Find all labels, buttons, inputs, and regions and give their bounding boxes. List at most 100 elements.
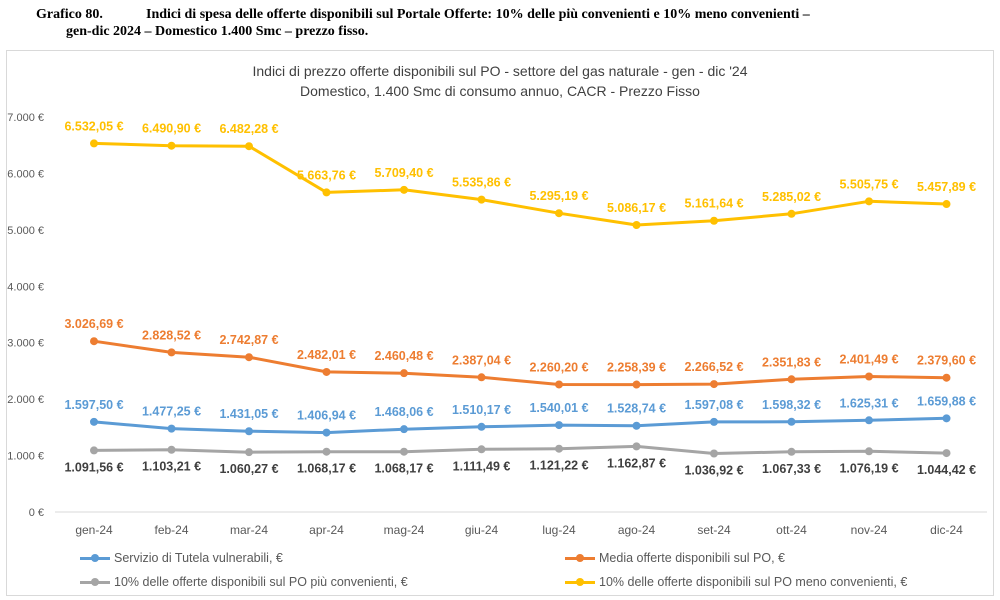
data-point bbox=[787, 209, 796, 218]
x-tick-label: feb-24 bbox=[154, 523, 188, 537]
data-point bbox=[555, 444, 563, 453]
data-label: 6.532,05 € bbox=[64, 119, 123, 133]
data-point bbox=[167, 141, 176, 150]
x-tick-label: mag-24 bbox=[384, 523, 425, 537]
y-tick-label: 7.000 € bbox=[7, 112, 44, 124]
data-point bbox=[632, 380, 641, 389]
data-point bbox=[245, 142, 253, 151]
data-label: 1.540,01 € bbox=[529, 401, 588, 415]
data-label: 5.295,19 € bbox=[529, 189, 588, 203]
y-axis: 0 € 1.000 € 2.000 € 3.000 € 4.000 € 5.000 € 6.… bbox=[7, 112, 44, 519]
data-label: 1.111,49 € bbox=[453, 459, 511, 473]
data-point bbox=[167, 348, 176, 357]
data-point bbox=[245, 448, 253, 457]
data-point bbox=[942, 200, 951, 209]
legend-label-piu-convenienti: 10% delle offerte disponibili sul PO più… bbox=[114, 575, 408, 589]
x-tick-label: set-24 bbox=[697, 523, 731, 537]
data-label: 2.387,04 € bbox=[452, 353, 511, 367]
data-point bbox=[245, 353, 253, 362]
data-label: 2.258,39 € bbox=[607, 361, 666, 375]
data-point bbox=[322, 188, 331, 197]
data-label: 1.597,50 € bbox=[64, 398, 123, 412]
data-label: 2.460,48 € bbox=[374, 349, 433, 363]
data-point bbox=[245, 427, 253, 436]
data-point bbox=[167, 424, 176, 433]
data-point bbox=[710, 380, 718, 389]
data-label: 1.406,94 € bbox=[297, 409, 356, 423]
x-tick-label: lug-24 bbox=[542, 523, 576, 537]
y-tick-label: 0 € bbox=[29, 507, 44, 519]
data-label: 3.026,69 € bbox=[64, 317, 123, 331]
data-label: 5.505,75 € bbox=[839, 177, 898, 191]
chart-frame bbox=[6, 50, 994, 596]
y-tick-label: 1.000 € bbox=[7, 451, 44, 463]
x-axis: gen-24 feb-24 mar-24 apr-24 mag-24 giu-24 lug-… bbox=[55, 511, 987, 537]
data-label: 1.103,21 € bbox=[142, 460, 201, 474]
data-label: 1.528,74 € bbox=[607, 402, 666, 416]
data-point bbox=[555, 209, 563, 218]
data-point bbox=[787, 375, 796, 384]
data-label: 1.598,32 € bbox=[762, 398, 821, 412]
data-label: 1.068,17 € bbox=[374, 462, 433, 476]
data-point bbox=[477, 422, 486, 431]
data-point bbox=[632, 442, 641, 451]
chart-subtitle: Domestico, 1.400 Smc di consumo annuo, C… bbox=[300, 83, 700, 99]
data-label: 2.351,83 € bbox=[762, 355, 821, 369]
data-label: 5.457,89 € bbox=[917, 180, 976, 194]
legend-item-piu-convenienti: 10% delle offerte disponibili sul PO più… bbox=[80, 575, 408, 589]
data-point bbox=[400, 425, 408, 434]
data-label: 1.431,05 € bbox=[219, 407, 278, 421]
data-point bbox=[632, 421, 641, 430]
data-label: 1.162,87 € bbox=[607, 456, 666, 470]
data-label: 5.663,76 € bbox=[297, 168, 356, 182]
data-point bbox=[942, 373, 951, 382]
x-tick-label: nov-24 bbox=[851, 523, 888, 537]
data-label: 1.036,92 € bbox=[684, 463, 743, 477]
data-label: 5.086,17 € bbox=[607, 201, 666, 215]
data-label: 1.659,88 € bbox=[917, 394, 976, 408]
x-tick-label: apr-24 bbox=[309, 523, 344, 537]
data-label: 1.044,42 € bbox=[917, 463, 976, 477]
data-label: 1.060,27 € bbox=[219, 462, 278, 476]
series-piu-convenienti bbox=[90, 442, 951, 458]
y-tick-label: 2.000 € bbox=[7, 394, 44, 406]
data-label: 1.068,17 € bbox=[297, 462, 356, 476]
data-point bbox=[477, 195, 486, 204]
data-point bbox=[865, 372, 873, 381]
data-label: 1.091,56 € bbox=[64, 460, 123, 474]
legend-item-meno-convenienti: 10% delle offerte disponibili sul PO men… bbox=[565, 575, 907, 589]
x-tick-label: ott-24 bbox=[776, 523, 807, 537]
data-point bbox=[400, 369, 408, 378]
data-label: 1.597,08 € bbox=[684, 398, 743, 412]
x-tick-label: mar-24 bbox=[230, 523, 268, 537]
data-point bbox=[710, 417, 718, 426]
data-point bbox=[632, 220, 641, 229]
data-label: 6.482,28 € bbox=[219, 122, 278, 136]
data-label: 2.401,49 € bbox=[839, 352, 898, 366]
data-point bbox=[710, 216, 718, 225]
chart-title: Indici di prezzo offerte disponibili sul… bbox=[252, 63, 747, 79]
data-point bbox=[400, 447, 408, 456]
data-label: 2.266,52 € bbox=[684, 360, 743, 374]
legend-swatch-dot bbox=[576, 554, 584, 562]
series-layer bbox=[90, 139, 951, 458]
data-point bbox=[787, 447, 796, 456]
figure-caption: Grafico 80. Indici di spesa delle offerte… bbox=[36, 6, 976, 40]
data-point bbox=[787, 417, 796, 426]
data-point bbox=[90, 139, 98, 148]
data-label: 6.490,90 € bbox=[142, 122, 201, 136]
series-media bbox=[90, 337, 951, 389]
data-point bbox=[555, 421, 563, 430]
data-point bbox=[477, 373, 486, 382]
legend-label-media: Media offerte disponibili sul PO, € bbox=[599, 551, 785, 565]
data-label: 2.379,60 € bbox=[917, 354, 976, 368]
data-label: 1.121,22 € bbox=[529, 459, 588, 473]
data-point bbox=[400, 185, 408, 194]
x-tick-label: dic-24 bbox=[930, 523, 963, 537]
y-tick-label: 3.000 € bbox=[7, 338, 44, 350]
series-tutela bbox=[90, 414, 951, 437]
legend-item-media: Media offerte disponibili sul PO, € bbox=[565, 551, 785, 565]
legend-label-tutela: Servizio di Tutela vulnerabili, € bbox=[114, 551, 283, 565]
data-label: 1.625,31 € bbox=[839, 396, 898, 410]
